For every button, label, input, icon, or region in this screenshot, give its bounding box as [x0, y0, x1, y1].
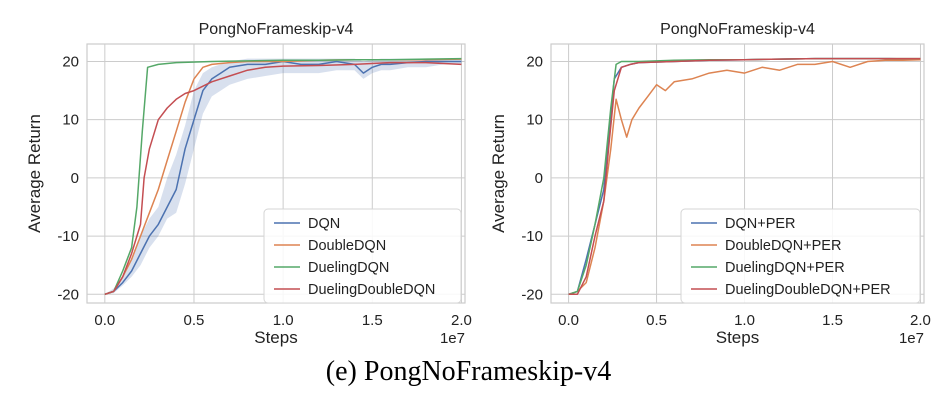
legend-box — [263, 208, 462, 304]
x-tick-label: 0.0 — [94, 312, 115, 329]
legend-box — [680, 208, 921, 304]
legend-label: DoubleDQN — [308, 238, 386, 254]
y-tick-label: 10 — [62, 112, 79, 129]
chart-per-variants: -20 -10 0 10 20 0.0 0.5 1.0 1.5 2.0 PongNoFrameski… — [489, 21, 931, 347]
figure-caption: (e) PongNoFrameskip-v4 — [325, 356, 612, 387]
y-tick-label: -10 — [57, 228, 79, 245]
series-line-DuelingDQN — [104, 57, 462, 296]
x-axis-label: Steps — [716, 328, 759, 347]
y-tick-label: 20 — [526, 53, 543, 70]
legend-label: DQN — [308, 216, 340, 232]
y-tick-label: 20 — [62, 53, 79, 70]
chart-dqn-variants: -20 -10 0 10 20 0.0 0.5 1.0 1.5 2.0 PongNoFrameski… — [25, 21, 472, 347]
y-tick-label: -20 — [521, 286, 543, 303]
series-line-DQN — [104, 60, 462, 296]
x-tick-label: 0.5 — [646, 312, 667, 329]
series-line-DuelingDoubleDQN+PER — [568, 57, 921, 296]
chart-title: PongNoFrameskip-v4 — [660, 21, 815, 38]
x-tick-label: 2.0 — [910, 312, 931, 329]
y-tick-label: 10 — [526, 112, 543, 129]
x-tick-label: 0.0 — [558, 312, 579, 329]
x-offset-label: 1e7 — [440, 330, 465, 347]
x-offset-label: 1e7 — [899, 330, 924, 347]
x-tick-label: 1.5 — [822, 312, 843, 329]
x-tick-label: 1.5 — [362, 312, 383, 329]
legend-label: DoubleDQN+PER — [725, 238, 841, 254]
y-tick-label: -20 — [57, 286, 79, 303]
x-axis-label: Steps — [254, 328, 297, 347]
legend-label: DQN+PER — [725, 216, 796, 232]
y-axis-label: Average Return — [489, 114, 508, 233]
y-axis-label: Average Return — [25, 114, 44, 233]
legend-label: DuelingDoubleDQN — [308, 282, 435, 298]
x-tick-label: 2.0 — [451, 312, 472, 329]
series-line-DuelingDoubleDQN — [104, 61, 462, 296]
x-tick-label: 1.0 — [273, 312, 294, 329]
y-tick-label: 0 — [535, 170, 543, 187]
x-tick-label: 0.5 — [184, 312, 205, 329]
series-line-DoubleDQN+PER — [568, 58, 921, 296]
legend-label: DuelingDQN — [308, 260, 389, 276]
legend-label: DuelingDoubleDQN+PER — [725, 282, 891, 298]
legend-label: DuelingDQN+PER — [725, 260, 845, 276]
y-tick-label: -10 — [521, 228, 543, 245]
y-tick-label: 0 — [71, 170, 79, 187]
x-tick-label: 1.0 — [734, 312, 755, 329]
chart-title: PongNoFrameskip-v4 — [199, 21, 354, 38]
